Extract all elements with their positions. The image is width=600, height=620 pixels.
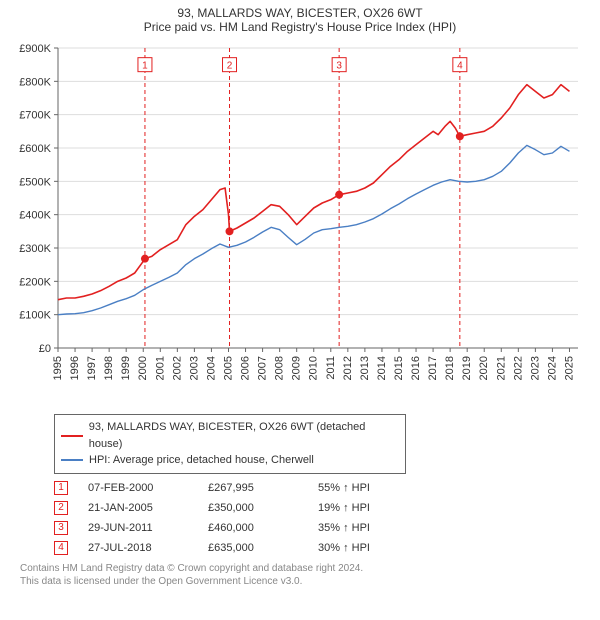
legend-row: HPI: Average price, detached house, Cher…	[61, 452, 399, 469]
svg-text:2017: 2017	[427, 356, 439, 380]
svg-text:£500K: £500K	[19, 176, 51, 188]
svg-text:2022: 2022	[512, 356, 524, 380]
title-address: 93, MALLARDS WAY, BICESTER, OX26 6WT	[10, 6, 590, 20]
svg-text:£600K: £600K	[19, 143, 51, 155]
svg-text:£900K: £900K	[19, 43, 51, 55]
event-date: 27-JUL-2018	[88, 542, 208, 554]
svg-text:2003: 2003	[188, 356, 200, 380]
svg-text:2023: 2023	[529, 356, 541, 380]
svg-text:2016: 2016	[410, 356, 422, 380]
svg-text:2008: 2008	[274, 356, 286, 380]
svg-text:£300K: £300K	[19, 243, 51, 255]
event-row: 1 07-FEB-2000£267,99555% ↑ HPI	[54, 478, 554, 498]
svg-text:£200K: £200K	[19, 276, 51, 288]
svg-text:2020: 2020	[478, 356, 490, 380]
svg-text:2004: 2004	[205, 356, 217, 380]
svg-text:2002: 2002	[171, 356, 183, 380]
svg-text:1997: 1997	[86, 356, 98, 380]
event-pct: 55% ↑ HPI	[318, 482, 428, 494]
event-price: £460,000	[208, 522, 318, 534]
svg-text:2007: 2007	[257, 356, 269, 380]
svg-text:2019: 2019	[461, 356, 473, 380]
svg-text:1999: 1999	[120, 356, 132, 380]
event-row: 4 27-JUL-2018£635,00030% ↑ HPI	[54, 538, 554, 558]
svg-text:1996: 1996	[69, 356, 81, 380]
svg-text:2010: 2010	[308, 356, 320, 380]
footer-line2: This data is licensed under the Open Gov…	[20, 575, 590, 588]
svg-text:£400K: £400K	[19, 210, 51, 222]
legend-row: 93, MALLARDS WAY, BICESTER, OX26 6WT (de…	[61, 419, 399, 452]
legend-label: HPI: Average price, detached house, Cher…	[89, 452, 314, 469]
svg-text:2015: 2015	[393, 356, 405, 380]
legend-swatch	[61, 459, 83, 461]
svg-text:£800K: £800K	[19, 76, 51, 88]
svg-text:2001: 2001	[154, 356, 166, 380]
svg-text:2006: 2006	[240, 356, 252, 380]
event-number-box: 1	[54, 481, 68, 495]
svg-text:2014: 2014	[376, 356, 388, 380]
event-price: £350,000	[208, 502, 318, 514]
svg-text:2000: 2000	[137, 356, 149, 380]
svg-text:2024: 2024	[546, 356, 558, 380]
event-number-box: 4	[54, 541, 68, 555]
svg-text:2025: 2025	[563, 356, 575, 380]
footer-line1: Contains HM Land Registry data © Crown c…	[20, 562, 590, 575]
svg-text:2011: 2011	[325, 356, 337, 380]
svg-text:4: 4	[457, 61, 463, 72]
svg-text:2021: 2021	[495, 356, 507, 380]
event-number-box: 3	[54, 521, 68, 535]
svg-text:1995: 1995	[52, 356, 64, 380]
event-pct: 19% ↑ HPI	[318, 502, 428, 514]
svg-text:2005: 2005	[222, 356, 234, 380]
event-pct: 30% ↑ HPI	[318, 542, 428, 554]
chart-svg: £0 £100K £200K £300K £400K £500K £600K £700K £80…	[10, 38, 590, 408]
title-subtitle: Price paid vs. HM Land Registry's House …	[10, 20, 590, 34]
event-number-box: 2	[54, 501, 68, 515]
svg-text:£100K: £100K	[19, 310, 51, 322]
events-table: 1 07-FEB-2000£267,99555% ↑ HPI 2 21-JAN-200…	[54, 478, 554, 558]
legend-swatch	[61, 435, 83, 437]
svg-text:£0: £0	[39, 343, 51, 355]
event-price: £635,000	[208, 542, 318, 554]
event-date: 07-FEB-2000	[88, 482, 208, 494]
event-pct: 35% ↑ HPI	[318, 522, 428, 534]
legend-label: 93, MALLARDS WAY, BICESTER, OX26 6WT (de…	[89, 419, 399, 452]
event-row: 2 21-JAN-2005£350,00019% ↑ HPI	[54, 498, 554, 518]
svg-text:2009: 2009	[291, 356, 303, 380]
svg-text:2: 2	[227, 61, 233, 72]
svg-text:2013: 2013	[359, 356, 371, 380]
svg-text:1: 1	[142, 61, 148, 72]
event-row: 3 29-JUN-2011£460,00035% ↑ HPI	[54, 518, 554, 538]
legend-box: 93, MALLARDS WAY, BICESTER, OX26 6WT (de…	[54, 414, 406, 474]
svg-text:2018: 2018	[444, 356, 456, 380]
svg-text:3: 3	[336, 61, 342, 72]
chart-area: £0 £100K £200K £300K £400K £500K £600K £700K £80…	[10, 38, 590, 408]
event-price: £267,995	[208, 482, 318, 494]
footer-credits: Contains HM Land Registry data © Crown c…	[20, 562, 590, 588]
event-date: 29-JUN-2011	[88, 522, 208, 534]
svg-text:2012: 2012	[342, 356, 354, 380]
svg-text:£700K: £700K	[19, 110, 51, 122]
svg-text:1998: 1998	[103, 356, 115, 380]
chart-title-block: 93, MALLARDS WAY, BICESTER, OX26 6WT Pri…	[10, 6, 590, 34]
event-date: 21-JAN-2005	[88, 502, 208, 514]
